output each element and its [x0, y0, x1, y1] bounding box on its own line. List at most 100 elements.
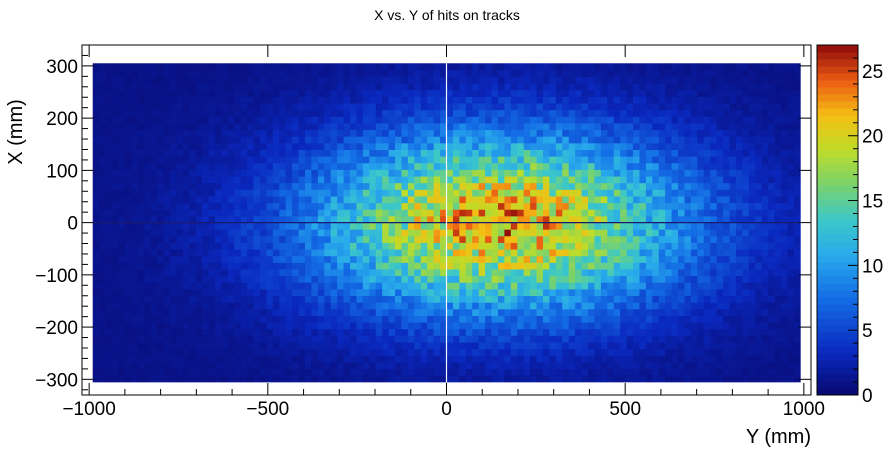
heat-cell [697, 149, 705, 157]
heat-cell [446, 335, 454, 343]
heat-cell [485, 162, 492, 170]
heat-cell [240, 255, 248, 263]
heat-cell [594, 368, 602, 376]
heat-cell [633, 196, 640, 204]
heat-cell [118, 162, 126, 170]
heat-cell [137, 162, 145, 170]
heat-cell [530, 83, 537, 91]
heat-cell [530, 96, 537, 104]
heat-cell [633, 295, 640, 303]
heat-cell [208, 109, 216, 117]
heat-cell [652, 89, 660, 97]
heat-cell [150, 362, 158, 370]
heat-cell [157, 63, 164, 71]
heat-cell [735, 69, 743, 77]
heat-cell [459, 235, 467, 243]
heat-cell [195, 302, 203, 310]
heat-cell [150, 123, 158, 131]
heat-cell [369, 83, 377, 91]
heat-cell [388, 69, 396, 77]
heat-cell [298, 63, 306, 71]
heat-cell [723, 169, 730, 177]
heat-cell [420, 328, 428, 336]
heat-cell [703, 269, 711, 277]
heat-cell [144, 156, 152, 164]
heat-cell [163, 83, 171, 91]
heat-cell [259, 76, 267, 84]
heat-cell [420, 222, 428, 230]
heat-cell [375, 229, 383, 237]
heat-cell [729, 322, 737, 330]
heat-cell [620, 328, 627, 336]
heat-cell [407, 315, 415, 323]
heat-cell [607, 335, 615, 343]
heat-cell [581, 202, 589, 210]
heat-cell [189, 308, 197, 316]
heat-cell [562, 89, 570, 97]
heat-cell [555, 302, 563, 310]
heat-cell [356, 275, 364, 283]
heat-cell [658, 109, 666, 117]
heat-cell [433, 348, 441, 356]
heat-cell [575, 368, 582, 376]
heat-cell [504, 249, 512, 257]
heat-cell [472, 209, 480, 217]
heat-cell [382, 69, 390, 77]
heat-cell [742, 348, 750, 356]
heat-cell [613, 136, 621, 144]
heat-cell [375, 289, 383, 297]
heat-cell [343, 63, 351, 71]
heat-cell [497, 189, 505, 197]
heat-cell [497, 235, 505, 243]
heat-cell [549, 308, 557, 316]
heat-cell [665, 295, 673, 303]
heat-cell [150, 215, 158, 224]
heat-cell [452, 176, 460, 184]
heat-cell [311, 302, 319, 310]
heat-cell [626, 222, 634, 230]
heat-cell [472, 176, 480, 184]
heat-cell [388, 295, 396, 303]
heat-cell [144, 162, 152, 170]
heat-cell [272, 202, 280, 210]
heat-cell [549, 156, 557, 164]
heat-cell [292, 109, 299, 117]
heat-cell [131, 308, 139, 316]
heat-cell [350, 335, 357, 343]
heat-cell [735, 162, 743, 170]
heat-cell [157, 169, 164, 177]
heat-cell [723, 289, 730, 297]
heat-cell [285, 275, 293, 283]
heat-cell [311, 328, 319, 336]
heat-cell [247, 123, 254, 131]
heat-cell [324, 362, 332, 370]
heat-cell [549, 222, 557, 230]
heat-cell [729, 156, 737, 164]
heat-cell [208, 375, 216, 383]
heat-cell [658, 322, 666, 330]
heat-cell [671, 142, 679, 150]
heat-cell [697, 308, 705, 316]
heat-cell [407, 196, 415, 204]
heat-cell [549, 335, 557, 343]
heat-cell [697, 362, 705, 370]
heat-cell [362, 275, 370, 283]
heat-cell [491, 302, 499, 310]
heat-cell [414, 275, 422, 283]
heat-cell [530, 335, 537, 343]
heat-cell [510, 308, 518, 316]
heat-cell [131, 202, 139, 210]
heat-cell [362, 76, 370, 84]
heat-cell [112, 189, 119, 197]
heat-cell [163, 63, 171, 71]
heat-cell [697, 275, 705, 283]
heat-cell [208, 342, 216, 350]
heat-cell [678, 355, 685, 363]
heat-cell [382, 162, 390, 170]
heat-cell [144, 129, 152, 137]
heat-cell [195, 83, 203, 91]
heat-cell [742, 116, 750, 124]
heat-cell [600, 156, 608, 164]
heat-cell [626, 302, 634, 310]
heat-cell [530, 275, 537, 283]
